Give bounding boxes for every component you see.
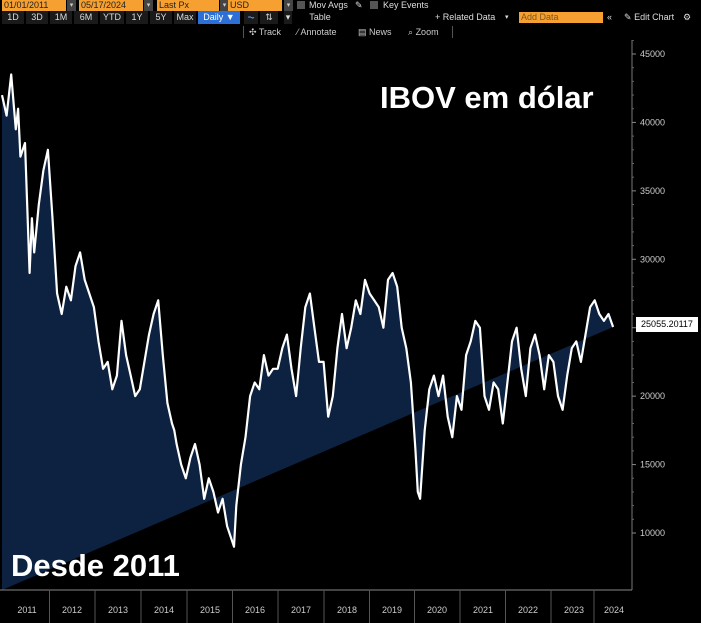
zoom-button[interactable]: ⌕ Zoom	[408, 24, 439, 40]
end-date-dropdown[interactable]: ▾	[144, 0, 153, 11]
frequency-label: Daily	[203, 12, 224, 22]
price-area	[2, 74, 614, 590]
frequency-select[interactable]: Daily ▼	[198, 11, 240, 24]
news-button[interactable]: ▤ News	[358, 24, 392, 40]
divider	[243, 26, 244, 38]
track-label: Track	[258, 27, 282, 37]
news-icon: ▤	[358, 27, 367, 37]
x-tick-label: 2019	[382, 605, 402, 615]
magnifier-icon: ⌕	[408, 27, 414, 37]
x-tick-label: 2017	[291, 605, 311, 615]
annotate-button[interactable]: ⁄ Annotate	[297, 24, 337, 40]
y-tick-label: 15000	[640, 460, 665, 470]
chevron-down-icon: ▼	[225, 12, 235, 22]
y-tick-label: 20000	[640, 391, 665, 401]
table-button[interactable]: Table	[298, 11, 342, 24]
y-tick-label: 30000	[640, 254, 665, 264]
last-value-label: 25055.20117	[636, 317, 698, 332]
x-tick-label: 2014	[154, 605, 174, 615]
range-3d-button[interactable]: 3D	[26, 11, 48, 24]
currency-dropdown[interactable]: ▾	[284, 0, 293, 11]
track-button[interactable]: ✣ Track	[249, 24, 281, 40]
x-tick-label: 2022	[518, 605, 538, 615]
related-data-dropdown[interactable]: ▾	[505, 14, 509, 21]
y-tick-label: 10000	[640, 528, 665, 538]
news-label: News	[369, 27, 392, 37]
x-axis: 2011 2012 2013 2014 2015 2016 2017 2018 2019 2020…	[0, 589, 701, 623]
x-tick-label: 2011	[17, 605, 36, 615]
range-5y-button[interactable]: 5Y	[150, 11, 172, 24]
start-date-dropdown[interactable]: ▾	[67, 0, 76, 11]
collapse-icon[interactable]: «	[607, 12, 613, 22]
x-tick-label: 2012	[62, 605, 82, 615]
x-tick-label: 2016	[245, 605, 265, 615]
toolbar-top: 01/01/2011 ▾ 05/17/2024 ▾ Last Px ▾ USD …	[0, 0, 701, 11]
gear-icon[interactable]: ⚙	[683, 12, 692, 22]
mov-avgs-checkbox[interactable]	[297, 1, 305, 9]
toolbar-tools: ✣ Track ⁄ Annotate ▤ News ⌕ Zoom	[0, 24, 701, 40]
edit-chart-button[interactable]: ✎ Edit Chart	[624, 11, 674, 24]
end-date-field[interactable]: 05/17/2024	[79, 0, 143, 11]
key-events-label[interactable]: Key Events	[383, 0, 429, 10]
annotate-label: Annotate	[300, 27, 337, 37]
bar-chart-icon[interactable]: ⇅	[260, 11, 278, 24]
chart-subtitle: Desde 2011	[11, 548, 180, 583]
range-ytd-button[interactable]: YTD	[100, 11, 124, 24]
x-tick-label: 2020	[427, 605, 447, 615]
range-1y-button[interactable]: 1Y	[126, 11, 148, 24]
currency-select[interactable]: USD	[228, 0, 282, 11]
toolbar-ranges: 1D 3D 1M 6M YTD 1Y 5Y Max Daily ▼ ⏦ ⇅ ▾ …	[0, 11, 701, 24]
y-axis: 1000015000200002500030000350004000045000	[631, 40, 665, 590]
related-data-button[interactable]: + Related Data	[435, 12, 496, 22]
range-6m-button[interactable]: 6M	[74, 11, 98, 24]
price-chart[interactable]: 1000015000200002500030000350004000045000…	[0, 40, 701, 623]
chart-title: IBOV em dólar	[380, 80, 594, 115]
start-date-field[interactable]: 01/01/2011	[2, 0, 66, 11]
divider	[452, 26, 453, 38]
edit-chart-label: Edit Chart	[634, 12, 675, 22]
x-tick-label: 2023	[564, 605, 584, 615]
range-max-button[interactable]: Max	[174, 11, 196, 24]
pencil-icon: ✎	[624, 12, 632, 22]
add-data-input[interactable]: Add Data	[519, 12, 603, 23]
y-tick-label: 35000	[640, 186, 665, 196]
chart-type-dropdown[interactable]: ▾	[284, 11, 292, 24]
pencil-icon: ⁄	[297, 27, 299, 37]
x-axis-band	[0, 590, 701, 623]
x-tick-label: 2013	[108, 605, 128, 615]
range-1m-button[interactable]: 1M	[50, 11, 72, 24]
y-tick-label: 40000	[640, 117, 665, 127]
field-select[interactable]: Last Px	[157, 0, 219, 11]
mov-avgs-label[interactable]: Mov Avgs	[309, 0, 348, 10]
crosshair-icon: ✣	[249, 27, 257, 37]
pencil-icon[interactable]: ✎	[355, 0, 363, 10]
y-tick-label: 45000	[640, 49, 665, 59]
field-dropdown[interactable]: ▾	[220, 0, 229, 11]
x-tick-label: 2015	[200, 605, 220, 615]
price-line	[0, 73, 615, 548]
zoom-label: Zoom	[415, 27, 439, 37]
range-1d-button[interactable]: 1D	[2, 11, 24, 24]
x-tick-label: 2024	[604, 605, 624, 615]
x-tick-label: 2018	[337, 605, 357, 615]
key-events-checkbox[interactable]	[370, 1, 378, 9]
x-tick-label: 2021	[473, 605, 493, 615]
line-chart-icon[interactable]: ⏦	[244, 11, 258, 24]
